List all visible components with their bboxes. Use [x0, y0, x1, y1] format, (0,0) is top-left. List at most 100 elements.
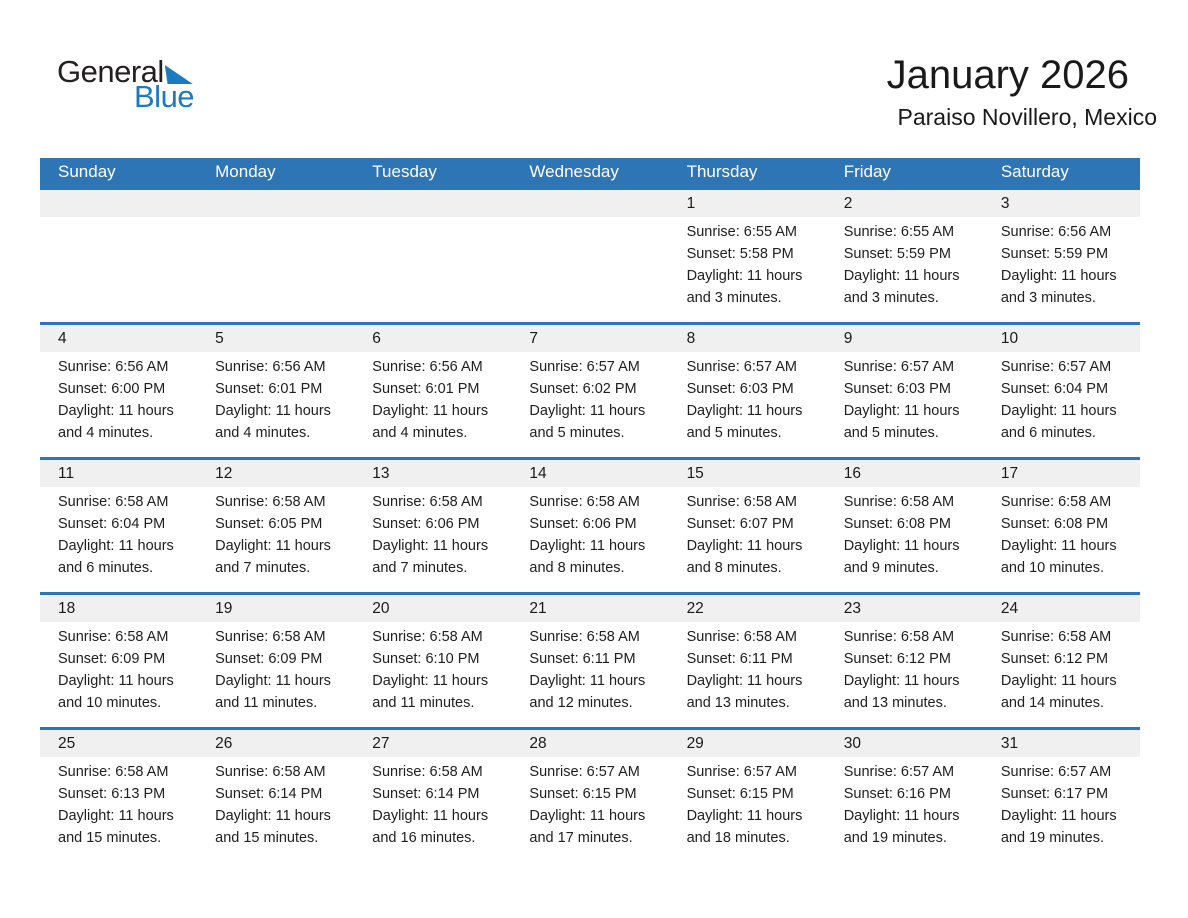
sunrise-text: Sunrise: 6:56 AM [372, 358, 483, 375]
day-details: Sunrise: 6:58 AM Sunset: 6:08 PM Dayligh… [983, 491, 1140, 579]
sunset-text: Sunset: 6:13 PM [58, 785, 166, 802]
day-number: 7 [529, 329, 539, 347]
sunrise-text: Sunrise: 6:57 AM [843, 763, 955, 780]
sunrise-text: Sunrise: 6:58 AM [372, 628, 483, 645]
day-number: 24 [1000, 599, 1019, 617]
daylight-text: Daylight: 11 hours [372, 807, 489, 824]
weekday-header-row: Sunday Monday Tuesday Wednesday Thursday… [40, 158, 1140, 188]
day-cell: 14 Sunrise: 6:58 AM Sunset: 6:06 PM Dayl… [511, 456, 669, 593]
daylight-text-continued: and 8 minutes. [529, 559, 625, 576]
day-details: Sunrise: 6:58 AM Sunset: 6:14 PM Dayligh… [354, 761, 511, 849]
day-cell: 17 Sunrise: 6:58 AM Sunset: 6:08 PM Dayl… [982, 456, 1140, 593]
day-number: 19 [215, 599, 233, 617]
daylight-text: Daylight: 11 hours [686, 807, 803, 824]
daylight-text: Daylight: 11 hours [1000, 807, 1117, 824]
day-details: Sunrise: 6:57 AM Sunset: 6:16 PM Dayligh… [826, 761, 983, 849]
sunset-text: Sunset: 6:02 PM [529, 380, 637, 397]
day-details: Sunrise: 6:55 AM Sunset: 5:59 PM Dayligh… [826, 221, 983, 309]
daylight-text: Daylight: 11 hours [58, 672, 174, 689]
day-details: Sunrise: 6:56 AM Sunset: 6:01 PM Dayligh… [197, 356, 354, 444]
day-details: Sunrise: 6:58 AM Sunset: 6:06 PM Dayligh… [354, 491, 511, 579]
sunset-text: Sunset: 6:17 PM [1000, 785, 1109, 802]
day-number [40, 190, 197, 217]
sunset-text: Sunset: 6:14 PM [215, 785, 323, 802]
daylight-text-continued: and 5 minutes. [686, 424, 782, 441]
daylight-text-continued: and 4 minutes. [215, 424, 311, 441]
sunrise-text: Sunrise: 6:55 AM [686, 223, 797, 240]
sunrise-text: Sunrise: 6:57 AM [686, 763, 797, 780]
weekday-header-saturday: Saturday [982, 158, 1140, 188]
day-number: 21 [529, 599, 547, 617]
day-details: Sunrise: 6:57 AM Sunset: 6:15 PM Dayligh… [669, 761, 826, 849]
day-cell: 27 Sunrise: 6:58 AM Sunset: 6:14 PM Dayl… [354, 726, 512, 863]
sunset-text: Sunset: 5:58 PM [686, 245, 794, 262]
daylight-text-continued: and 8 minutes. [686, 559, 782, 576]
daylight-text-continued: and 3 minutes. [843, 289, 939, 306]
day-cell: 31 Sunrise: 6:57 AM Sunset: 6:17 PM Dayl… [982, 726, 1140, 863]
sunrise-text: Sunrise: 6:58 AM [529, 628, 640, 645]
day-number: 23 [843, 599, 861, 617]
daylight-text: Daylight: 11 hours [215, 402, 331, 419]
day-details: Sunrise: 6:58 AM Sunset: 6:12 PM Dayligh… [826, 626, 983, 714]
logo-general-text: General [57, 54, 164, 89]
daylight-text: Daylight: 11 hours [58, 402, 174, 419]
daylight-text: Daylight: 11 hours [215, 807, 331, 824]
sunset-text: Sunset: 6:09 PM [215, 650, 323, 667]
daylight-text: Daylight: 11 hours [58, 537, 174, 554]
day-cell: 18 Sunrise: 6:58 AM Sunset: 6:09 PM Dayl… [40, 591, 198, 728]
daylight-text: Daylight: 11 hours [686, 537, 803, 554]
day-cell [511, 186, 669, 323]
day-number: 26 [215, 734, 233, 752]
sunrise-text: Sunrise: 6:56 AM [1000, 223, 1112, 240]
week-row: 11 Sunrise: 6:58 AM Sunset: 6:04 PM Dayl… [40, 456, 1140, 593]
sunrise-text: Sunrise: 6:58 AM [58, 628, 169, 645]
daylight-text-continued: and 17 minutes. [529, 829, 633, 846]
day-details: Sunrise: 6:58 AM Sunset: 6:04 PM Dayligh… [40, 491, 197, 579]
weekday-header-sunday: Sunday [40, 158, 198, 188]
day-details: Sunrise: 6:58 AM Sunset: 6:11 PM Dayligh… [511, 626, 668, 714]
sunrise-text: Sunrise: 6:55 AM [843, 223, 955, 240]
day-cell: 6 Sunrise: 6:56 AM Sunset: 6:01 PM Dayli… [354, 321, 512, 458]
sunrise-text: Sunrise: 6:58 AM [843, 493, 955, 510]
day-number: 9 [843, 329, 853, 347]
daylight-text-continued: and 10 minutes. [58, 694, 162, 711]
daylight-text-continued: and 5 minutes. [529, 424, 625, 441]
daylight-text-continued: and 15 minutes. [58, 829, 162, 846]
sunrise-text: Sunrise: 6:57 AM [1000, 763, 1112, 780]
day-cell: 15 Sunrise: 6:58 AM Sunset: 6:07 PM Dayl… [668, 456, 826, 593]
sunset-text: Sunset: 6:08 PM [843, 515, 951, 532]
daylight-text-continued: and 9 minutes. [843, 559, 939, 576]
day-details: Sunrise: 6:58 AM Sunset: 6:10 PM Dayligh… [354, 626, 511, 714]
sunset-text: Sunset: 6:05 PM [215, 515, 323, 532]
daylight-text-continued: and 4 minutes. [372, 424, 468, 441]
day-cell: 23 Sunrise: 6:58 AM Sunset: 6:12 PM Dayl… [825, 591, 983, 728]
sunrise-text: Sunrise: 6:58 AM [215, 493, 326, 510]
sunrise-text: Sunrise: 6:58 AM [529, 493, 640, 510]
daylight-text-continued: and 13 minutes. [843, 694, 947, 711]
day-number: 1 [686, 194, 696, 212]
day-number: 4 [58, 329, 67, 347]
sunset-text: Sunset: 6:11 PM [686, 650, 793, 667]
day-cell: 11 Sunrise: 6:58 AM Sunset: 6:04 PM Dayl… [40, 456, 198, 593]
day-number [511, 190, 668, 217]
week-row: 1 Sunrise: 6:55 AM Sunset: 5:58 PM Dayli… [40, 186, 1140, 323]
daylight-text: Daylight: 11 hours [1000, 537, 1117, 554]
daylight-text-continued: and 16 minutes. [372, 829, 476, 846]
day-number: 16 [843, 464, 861, 482]
week-row: 18 Sunrise: 6:58 AM Sunset: 6:09 PM Dayl… [40, 591, 1140, 728]
day-cell: 30 Sunrise: 6:57 AM Sunset: 6:16 PM Dayl… [825, 726, 983, 863]
day-cell: 21 Sunrise: 6:58 AM Sunset: 6:11 PM Dayl… [511, 591, 669, 728]
sunrise-text: Sunrise: 6:58 AM [58, 493, 169, 510]
sunset-text: Sunset: 5:59 PM [843, 245, 951, 262]
day-details: Sunrise: 6:58 AM Sunset: 6:06 PM Dayligh… [511, 491, 668, 579]
day-details: Sunrise: 6:56 AM Sunset: 5:59 PM Dayligh… [983, 221, 1140, 309]
weekday-header-friday: Friday [825, 158, 983, 188]
day-number: 12 [215, 464, 233, 482]
sunrise-text: Sunrise: 6:58 AM [215, 763, 326, 780]
sunrise-text: Sunrise: 6:58 AM [58, 763, 169, 780]
daylight-text: Daylight: 11 hours [529, 402, 646, 419]
daylight-text: Daylight: 11 hours [1000, 672, 1117, 689]
day-number: 14 [529, 464, 547, 482]
day-details: Sunrise: 6:56 AM Sunset: 6:01 PM Dayligh… [354, 356, 511, 444]
day-details: Sunrise: 6:58 AM Sunset: 6:09 PM Dayligh… [40, 626, 197, 714]
